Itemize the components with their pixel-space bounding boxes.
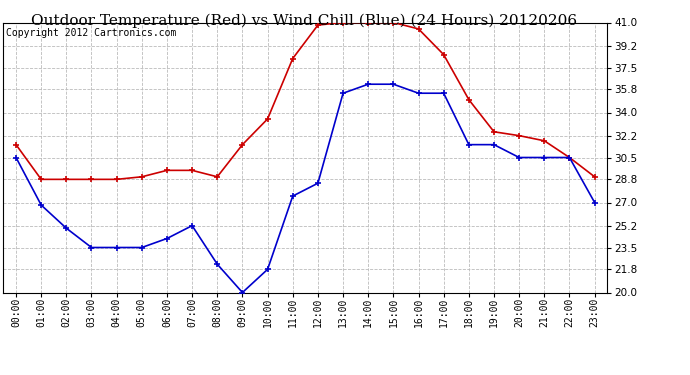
Text: Copyright 2012 Cartronics.com: Copyright 2012 Cartronics.com xyxy=(6,28,177,38)
Text: Outdoor Temperature (Red) vs Wind Chill (Blue) (24 Hours) 20120206: Outdoor Temperature (Red) vs Wind Chill … xyxy=(30,13,577,27)
